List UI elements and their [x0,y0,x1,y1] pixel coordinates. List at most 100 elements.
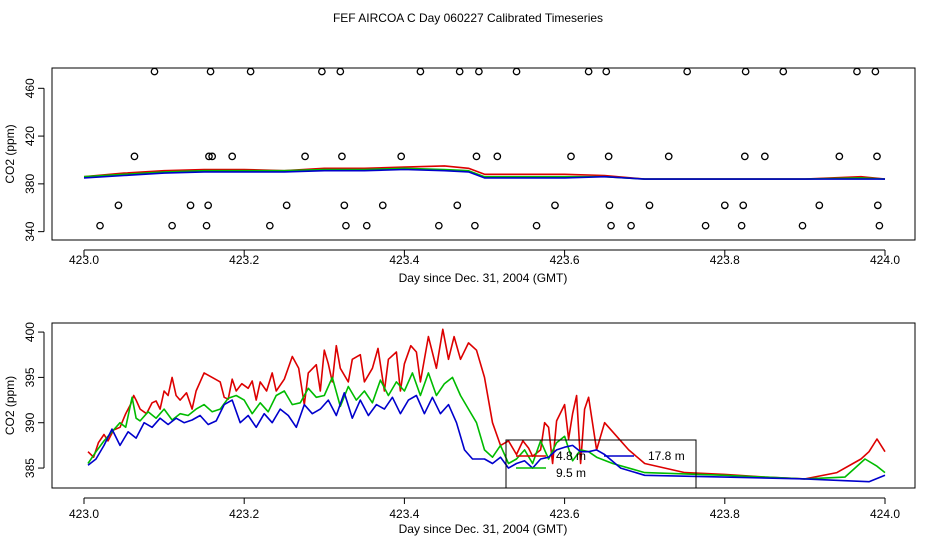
data-point [246,67,255,76]
data-point [683,67,692,76]
data-point [471,221,479,230]
data-point [472,152,481,161]
legend-label: 4.8 m [556,449,586,463]
data-point [871,67,880,76]
data-point [720,201,729,210]
data-point [493,152,502,161]
series-line-17-8-m [87,391,886,483]
series-line-4-8-m [87,328,886,480]
data-point [604,152,613,161]
y-tick-label: 420 [23,126,37,146]
data-point [740,152,749,161]
data-point [378,201,387,210]
data-point [208,152,217,161]
y-tick-label: 380 [23,174,37,194]
data-point [362,221,371,230]
y-tick-label: 400 [23,322,37,342]
x-axis-label: Day since Dec. 31, 2004 (GMT) [399,522,568,536]
plot-frame [51,67,916,241]
data-point [434,221,443,230]
x-tick-label: 423.4 [389,507,419,521]
data-point [605,201,614,210]
data-point [873,201,882,210]
co2-all-heights-panel: 423.0 423.2 423.4 423.6 423.8 424.0 Day since … [3,67,916,285]
legend-label: 9.5 m [556,466,586,480]
data-point [567,152,575,161]
data-point [342,221,350,230]
data-point [338,152,346,161]
y-tick-label: 390 [23,412,37,432]
data-point [853,67,861,76]
data-point [130,152,139,161]
data-point [204,201,213,210]
x-tick-label: 424.0 [870,507,900,521]
data-point [455,67,464,76]
data-point [340,201,349,210]
data-point [607,221,615,230]
legend: 4.8 m 9.5 m 17.8 m [505,439,697,489]
y-tick-label: 340 [23,221,37,241]
data-point [760,152,769,161]
data-point [475,67,483,76]
data-point [301,152,309,161]
data-point [186,201,195,210]
data-point [206,67,215,76]
data-point [512,67,521,76]
x-tick-label: 423.0 [69,253,99,267]
data-point [798,221,807,230]
data-point [532,221,541,230]
figure-title: FEF AIRCOA C Day 060227 Calibrated Times… [333,11,603,25]
data-point [741,67,750,76]
y-axis-label: CO2 (ppm) [3,376,17,435]
x-tick-label: 423.6 [550,507,580,521]
series-line-9-5-m [87,372,886,480]
data-point [228,152,237,161]
data-point [282,201,291,210]
data-point [627,221,635,230]
data-point [739,201,748,210]
x-tick-label: 423.8 [710,253,740,267]
data-point [701,221,710,230]
data-point [318,67,326,76]
legend-box [505,439,697,489]
data-point [584,67,593,76]
data-point [150,67,159,76]
data-point [835,152,844,161]
y-tick-label: 385 [23,458,37,478]
x-tick-label: 423.2 [229,253,259,267]
data-point [551,201,559,210]
plot-frame [51,322,916,489]
x-tick-label: 423.0 [69,507,99,521]
data-point [96,221,104,230]
data-point [168,221,176,230]
data-point [737,221,746,230]
data-point [873,152,881,161]
x-tick-label: 423.8 [710,507,740,521]
y-tick-label: 460 [23,78,37,98]
data-point [265,221,274,230]
data-point [397,152,406,161]
data-point [336,67,345,76]
x-axis-label: Day since Dec. 31, 2004 (GMT) [399,271,568,285]
data-point [114,201,123,210]
y-tick-label: 395 [23,367,37,387]
series-line-17-8-m [83,168,885,180]
legend-label: 17.8 m [648,449,685,463]
data-point [202,221,211,230]
data-point [205,152,213,161]
data-point [416,67,425,76]
x-tick-label: 423.2 [229,507,259,521]
co2-timeseries-panel: 423.0 423.2 423.4 423.6 423.8 424.0 Day since … [3,322,916,536]
data-point [779,67,788,76]
data-point [453,201,462,210]
data-point [645,201,654,210]
x-tick-label: 423.6 [550,253,580,267]
data-point [602,67,611,76]
x-tick-label: 423.4 [389,253,419,267]
data-point [815,201,824,210]
data-point [664,152,673,161]
data-point [875,221,884,230]
x-tick-label: 424.0 [870,253,900,267]
y-axis-label: CO2 (ppm) [3,124,17,183]
